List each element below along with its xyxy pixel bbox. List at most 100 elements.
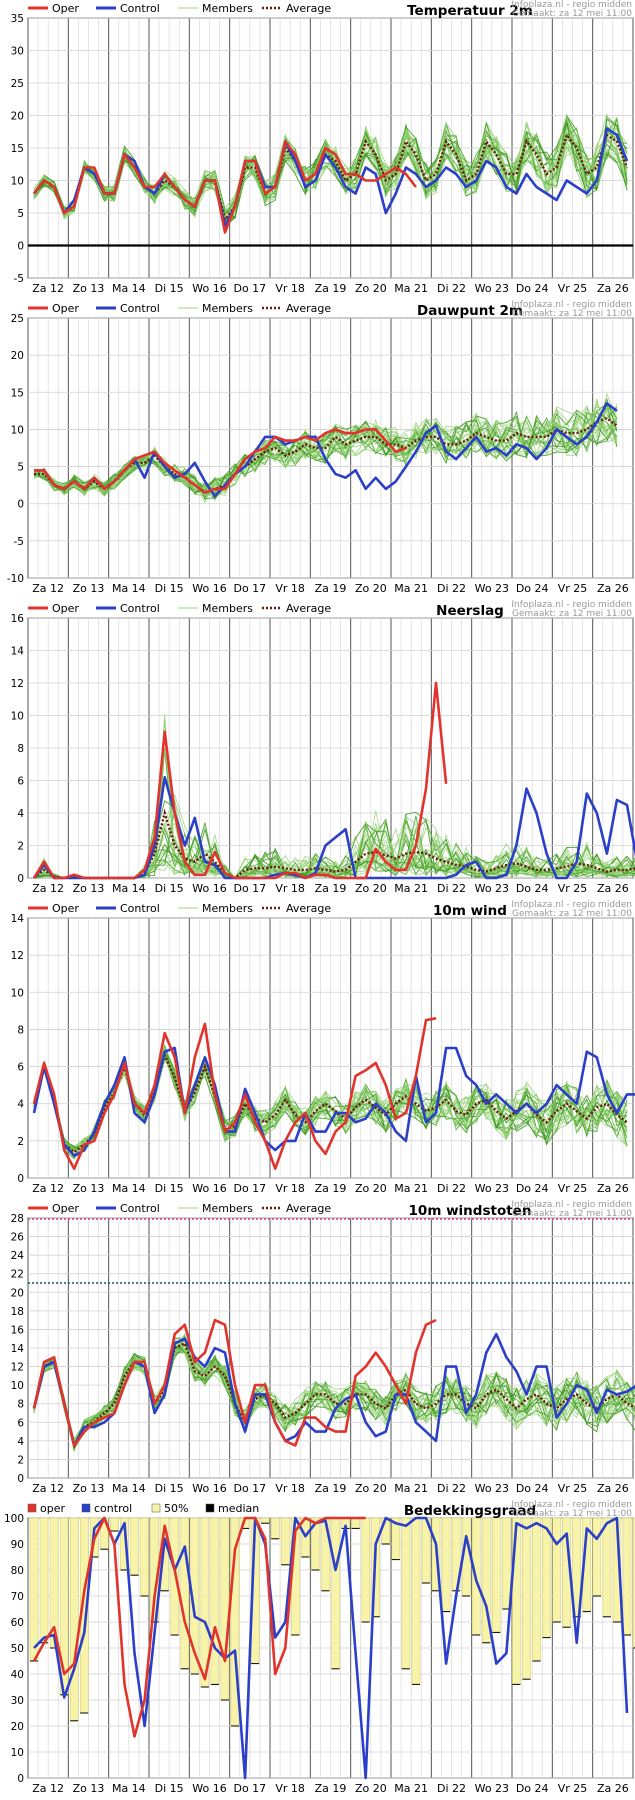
legend-swatch: [81, 1503, 91, 1513]
legend-label: Average: [286, 602, 331, 615]
legend-label: Members: [202, 902, 253, 915]
x-tick-label: Do 17: [233, 1482, 266, 1495]
y-tick-label: 0: [17, 1473, 24, 1485]
legend-label: 50%: [164, 1502, 188, 1515]
chart-title: 10m windstoten: [409, 1203, 532, 1219]
chart-panel: -5 0 5 10 15 20 25 30 35 Za 12 Zo 13 Ma 14 Di 15 Wo 1…: [11, 0, 634, 295]
chart-title: Neerslag: [436, 603, 504, 619]
x-tick-label: Wo 16: [192, 582, 226, 595]
x-tick-label: Zo 20: [355, 582, 387, 595]
x-tick-label: Za 19: [315, 1482, 347, 1495]
x-tick-label: Wo 23: [475, 1482, 509, 1495]
y-tick-label: 2: [17, 1136, 24, 1148]
made-label: Gemaakt: za 12 mei 11:00: [512, 9, 632, 19]
made-label: Gemaakt: za 12 mei 11:00: [512, 309, 632, 319]
x-tick-label: Do 17: [233, 882, 266, 895]
p50-bar: [29, 1517, 39, 1662]
source-label: Infoplaza.nl - regio midden: [511, 300, 632, 310]
y-tick-label: 20: [11, 350, 24, 362]
y-tick-label: 4: [17, 1099, 24, 1111]
x-tick-label: Za 19: [315, 582, 347, 595]
x-tick-label: Zo 20: [355, 1482, 387, 1495]
y-tick-label: 10: [11, 424, 24, 436]
p50-bar: [502, 1517, 511, 1610]
x-tick-label: Zo 20: [355, 282, 387, 295]
x-tick-label: Vr 25: [558, 282, 588, 295]
legend-label: Oper: [52, 902, 79, 915]
x-tick-label: Vr 18: [275, 582, 305, 595]
x-tick-label: Ma 14: [112, 582, 146, 595]
oper-line: [34, 428, 407, 494]
legend-label: median: [218, 1502, 259, 1515]
x-tick-label: Za 19: [315, 882, 347, 895]
x-tick-label: Wo 23: [475, 282, 509, 295]
x-tick-label: Ma 14: [112, 1182, 146, 1195]
y-tick-label: 0: [17, 241, 24, 253]
y-tick-label: 28: [11, 1213, 24, 1225]
y-tick-label: 4: [17, 1436, 24, 1448]
x-tick-label: Do 24: [516, 1482, 549, 1495]
oper-line: [32, 1318, 437, 1447]
y-tick-label: 20: [11, 1287, 24, 1299]
legend-label: Average: [286, 902, 331, 915]
y-tick-label: 20: [11, 111, 24, 123]
p50-bar: [361, 1517, 370, 1623]
x-tick-label: Zo 13: [73, 582, 105, 595]
source-label: Infoplaza.nl - regio midden: [511, 600, 632, 610]
x-tick-label: Za 26: [597, 582, 629, 595]
y-tick-label: 25: [11, 313, 24, 325]
y-tick-label: 22: [11, 1269, 24, 1281]
y-tick-label: 30: [11, 46, 24, 58]
y-tick-label: 12: [11, 1362, 24, 1374]
x-tick-label: Ma 14: [112, 1482, 146, 1495]
x-tick-label: Zo 20: [355, 882, 387, 895]
y-tick-label: 10: [11, 1380, 24, 1392]
x-tick-label: Za 26: [597, 882, 629, 895]
p50-bar: [301, 1517, 310, 1558]
x-tick-label: Za 19: [315, 1182, 347, 1195]
p50-bar: [130, 1517, 139, 1576]
x-tick-label: Ma 14: [112, 882, 146, 895]
legend-label: Control: [120, 2, 160, 15]
p50-bar: [39, 1517, 49, 1644]
x-tick-label: Do 24: [516, 882, 549, 895]
p50-bar: [260, 1517, 270, 1524]
x-tick-label: Di 22: [437, 282, 466, 295]
x-tick-label: Wo 16: [192, 1482, 226, 1495]
p50-bar: [140, 1517, 149, 1597]
y-tick-label: 15: [11, 387, 24, 399]
x-tick-label: Wo 16: [192, 1182, 226, 1195]
y-tick-label: 10: [11, 176, 24, 188]
p50-bar: [441, 1517, 451, 1612]
y-tick-label: 10: [11, 711, 24, 723]
made-label: Gemaakt: za 12 mei 11:00: [512, 609, 632, 619]
x-tick-label: Vr 18: [275, 882, 305, 895]
x-tick-label: Za 12: [32, 1482, 64, 1495]
x-tick-label: Do 17: [233, 582, 266, 595]
x-tick-label: Di 15: [155, 282, 184, 295]
average-line: [34, 416, 618, 494]
x-tick-label: Ma 21: [394, 282, 428, 295]
y-tick-label: -10: [7, 573, 24, 585]
x-tick-label: Wo 23: [475, 1782, 509, 1795]
oper-line: [32, 681, 448, 880]
y-tick-label: 8: [17, 1399, 24, 1411]
y-tick-label: -5: [14, 273, 24, 285]
control-line: [33, 1516, 629, 1780]
x-tick-label: Vr 25: [558, 1782, 588, 1795]
y-tick-label: 30: [11, 1695, 24, 1707]
source-label: Infoplaza.nl - regio midden: [511, 900, 632, 910]
p50-bar: [210, 1517, 220, 1685]
made-label: Gemaakt: za 12 mei 11:00: [512, 909, 632, 919]
source-label: Infoplaza.nl - regio midden: [511, 1500, 632, 1510]
y-tick-label: 70: [11, 1591, 24, 1603]
x-tick-label: Ma 14: [112, 1782, 146, 1795]
p50-bar: [602, 1517, 612, 1618]
x-tick-label: Zo 13: [73, 882, 105, 895]
y-tick-label: 20: [11, 1721, 24, 1733]
legend-label: Control: [120, 602, 160, 615]
y-tick-label: 0: [17, 1173, 24, 1185]
control-line: [32, 1332, 635, 1447]
x-tick-label: Vr 25: [558, 1182, 588, 1195]
